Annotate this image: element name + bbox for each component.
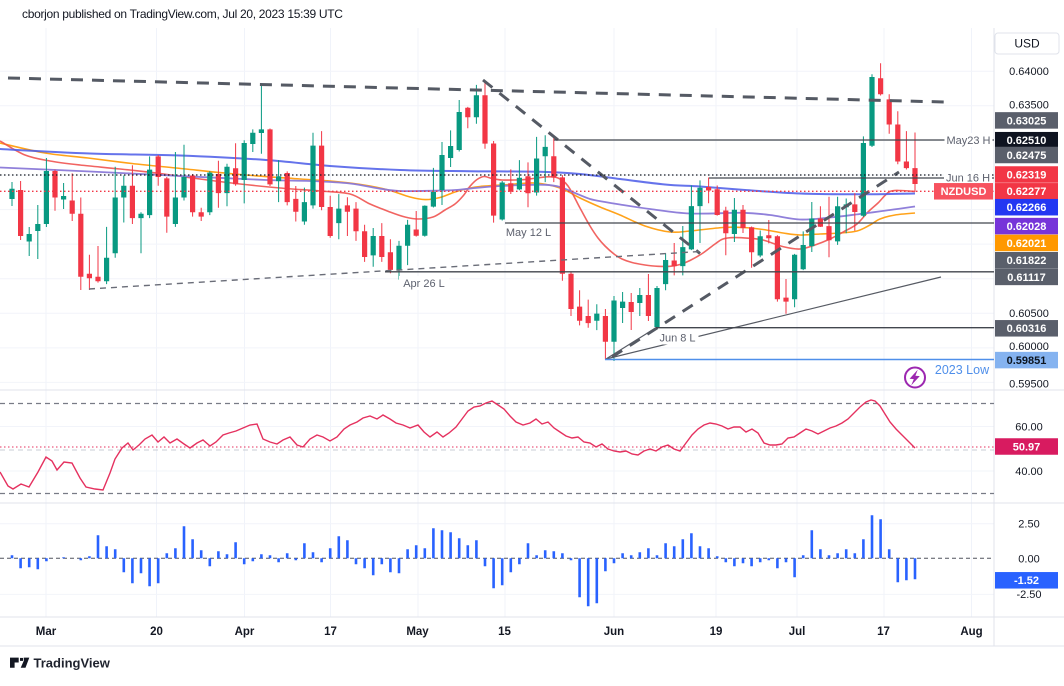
svg-text:-2.50: -2.50 <box>1016 589 1041 601</box>
svg-text:2.50: 2.50 <box>1018 519 1039 531</box>
svg-text:19: 19 <box>710 626 723 638</box>
svg-text:cborjon published on TradingVi: cborjon published on TradingView.com, Ju… <box>22 7 343 21</box>
svg-text:0.63025: 0.63025 <box>1007 115 1047 127</box>
svg-text:20: 20 <box>150 626 163 638</box>
svg-text:Mar: Mar <box>36 626 57 638</box>
svg-text:0.63500: 0.63500 <box>1009 100 1049 112</box>
svg-text:Apr 26 L: Apr 26 L <box>403 278 445 290</box>
svg-text:Jun: Jun <box>604 626 624 638</box>
svg-text:2023 Low: 2023 Low <box>935 363 990 377</box>
svg-text:0.62277: 0.62277 <box>1007 186 1047 198</box>
svg-text:0.59500: 0.59500 <box>1009 378 1049 390</box>
svg-text:May23 H: May23 H <box>946 135 990 147</box>
svg-text:Jul: Jul <box>789 626 806 638</box>
svg-text:0.62266: 0.62266 <box>1007 202 1047 214</box>
svg-text:0.62475: 0.62475 <box>1007 150 1047 162</box>
svg-text:0.59851: 0.59851 <box>1007 355 1047 367</box>
svg-text:USD: USD <box>1014 37 1040 51</box>
svg-text:Jun 16 H: Jun 16 H <box>946 172 990 184</box>
svg-text:0.60500: 0.60500 <box>1009 308 1049 320</box>
svg-text:Apr: Apr <box>235 626 255 638</box>
svg-text:0.61117: 0.61117 <box>1007 272 1046 284</box>
svg-text:0.62021: 0.62021 <box>1007 238 1047 250</box>
svg-text:17: 17 <box>324 626 337 638</box>
svg-text:0.62028: 0.62028 <box>1007 221 1047 233</box>
svg-text:40.00: 40.00 <box>1015 466 1043 478</box>
svg-text:17: 17 <box>877 626 890 638</box>
svg-text:-1.52: -1.52 <box>1014 575 1039 587</box>
svg-text:Jun 8 L: Jun 8 L <box>659 332 695 344</box>
svg-text:0.62319: 0.62319 <box>1007 169 1047 181</box>
svg-text:0.64000: 0.64000 <box>1009 66 1049 78</box>
svg-text:May: May <box>406 626 429 638</box>
svg-text:50.97: 50.97 <box>1013 441 1041 453</box>
svg-text:0.62510: 0.62510 <box>1007 135 1047 147</box>
svg-text:TradingView: TradingView <box>34 656 111 671</box>
svg-text:60.00: 60.00 <box>1015 421 1043 433</box>
svg-text:May 12 L: May 12 L <box>506 227 551 239</box>
svg-text:0.00: 0.00 <box>1018 554 1039 566</box>
svg-text:15: 15 <box>498 626 511 638</box>
svg-text:0.61822: 0.61822 <box>1007 255 1047 267</box>
svg-text:Aug: Aug <box>960 626 982 638</box>
svg-text:0.60316: 0.60316 <box>1007 323 1047 335</box>
svg-text:NZDUSD: NZDUSD <box>941 186 987 198</box>
svg-text:0.60000: 0.60000 <box>1009 341 1049 353</box>
